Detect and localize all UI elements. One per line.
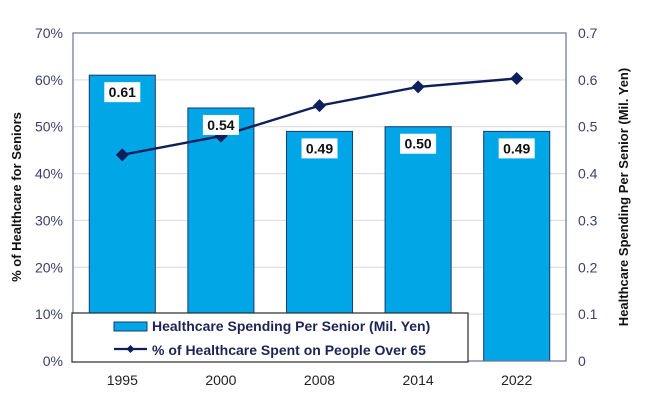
data-label-box: [498, 138, 535, 159]
right-tick-label: 0.4: [578, 166, 598, 182]
x-tick-label: 2008: [304, 372, 335, 388]
data-label-box: [301, 138, 338, 159]
legend-line-label: % of Healthcare Spent on People Over 65: [152, 342, 426, 358]
left-tick-label: 70%: [35, 25, 63, 41]
legend-box: [71, 312, 469, 363]
line-marker: [313, 99, 326, 113]
line-marker: [510, 71, 524, 85]
bar: [483, 130, 551, 362]
x-tick-label: 2022: [501, 372, 532, 388]
left-axis-title: % of Healthcare for Seniors: [9, 112, 24, 282]
left-tick-label: 20%: [35, 259, 63, 275]
left-axis-ticks: 0% 10% 20% 30% 40% 50% 60% 70%: [35, 25, 63, 369]
right-tick-label: 0.2: [578, 259, 598, 275]
data-label: 0.50: [404, 136, 431, 152]
right-axis-title: Healthcare Spending Per Senior (Mil. Yen…: [616, 68, 631, 326]
data-label: 0.54: [207, 117, 234, 133]
left-tick-label: 10%: [35, 306, 63, 322]
legend-bar-label: Healthcare Spending Per Senior (Mil. Yen…: [152, 318, 430, 334]
line-marker: [411, 80, 425, 94]
left-tick-label: 40%: [35, 166, 63, 182]
x-tick-label: 1995: [107, 372, 138, 388]
left-tick-label: 30%: [35, 212, 63, 228]
legend: Healthcare Spending Per Senior (Mil. Yen…: [71, 312, 469, 363]
right-tick-label: 0.7: [578, 25, 598, 41]
left-tick-label: 50%: [35, 119, 63, 135]
right-tick-label: 0: [578, 353, 586, 369]
x-axis-ticks: 1995 2000 2008 2014 2022: [107, 372, 533, 388]
left-tick-label: 0%: [43, 353, 63, 369]
left-tick-label: 60%: [35, 72, 63, 88]
right-tick-label: 0.6: [578, 72, 598, 88]
right-tick-label: 0.1: [578, 306, 598, 322]
right-tick-label: 0.5: [578, 119, 598, 135]
data-label: 0.49: [503, 140, 530, 156]
line-series: [115, 71, 524, 162]
data-labels: 0.61 0.54 0.49 0.50 0.49: [104, 82, 535, 159]
data-label-box: [104, 82, 141, 103]
data-label: 0.61: [109, 84, 136, 100]
right-tick-label: 0.3: [578, 212, 598, 228]
x-tick-label: 2014: [403, 372, 434, 388]
legend-bar-swatch: [113, 321, 148, 332]
right-axis-ticks: 0 0.1 0.2 0.3 0.4 0.5 0.6 0.7: [578, 25, 598, 369]
line-marker: [115, 148, 129, 162]
x-tick-label: 2000: [205, 372, 236, 388]
legend-line-marker: [126, 345, 135, 353]
data-label: 0.49: [306, 140, 333, 156]
data-label-box: [400, 133, 437, 154]
data-label-box: [202, 114, 239, 135]
